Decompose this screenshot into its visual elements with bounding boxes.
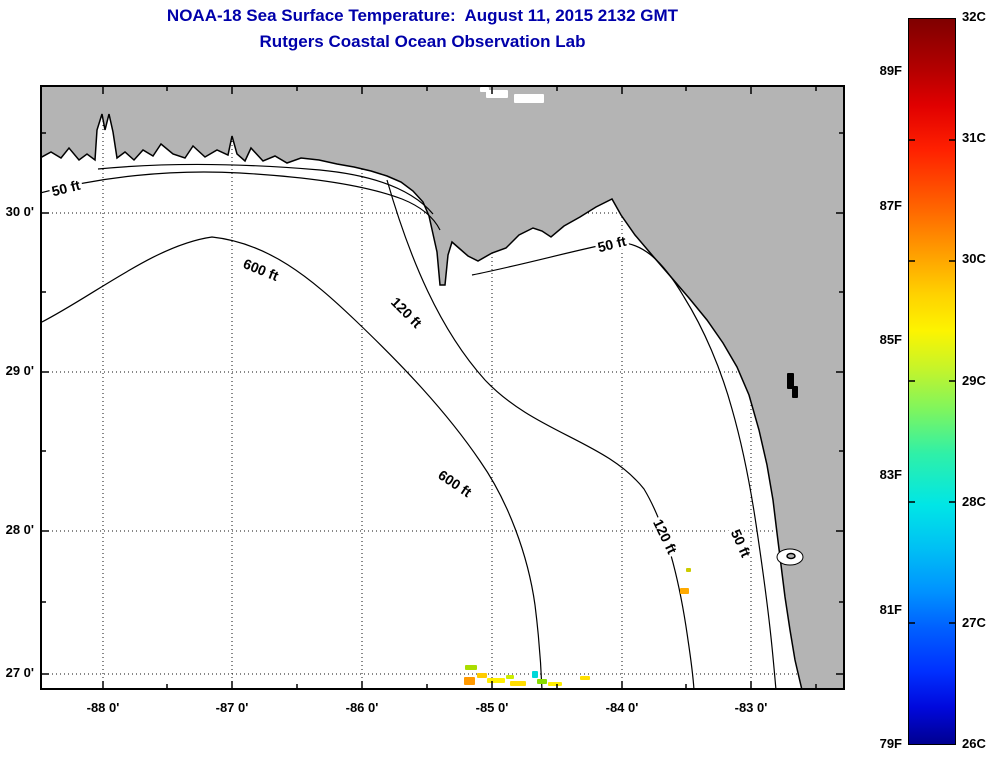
data-pixel [465,665,477,670]
x-axis-label-85: -85 0' [475,700,509,715]
data-pixel [514,94,544,103]
data-pixel [477,673,487,678]
plot-frame [40,85,845,690]
y-axis-label-30: 30 0' [5,204,34,219]
colorbar [908,18,956,745]
data-pixel [686,568,691,572]
contour-50ft-west [40,171,441,231]
data-pixel [787,373,794,389]
cloud-patches [480,87,544,103]
colorbar-c-label-29: 29C [962,373,986,388]
data-pixel [580,676,590,680]
contour-600ft [40,236,543,690]
data-pixel [464,677,475,685]
colorbar-f-label-81: 81F [879,602,902,617]
colorbar-f-label-89: 89F [879,63,902,78]
colorbar-f-label-87: 87F [879,198,902,213]
y-axis-label-29: 29 0' [5,363,34,378]
data-pixel [480,87,489,92]
bay-island [786,552,796,560]
colorbar-f-label-79: 79F [879,736,902,751]
data-pixel [506,675,514,679]
data-pixel [510,681,526,686]
x-axis-label-87: -87 0' [215,700,249,715]
data-pixel [792,386,798,398]
colorbar-c-label-28: 28C [962,494,986,509]
y-axis-label-28: 28 0' [5,522,34,537]
data-pixel [486,90,508,98]
x-axis-label-88: -88 0' [86,700,120,715]
data-pixel [487,678,505,683]
depth-contours [40,171,777,690]
data-pixel [537,679,547,684]
y-axis-label-27: 27 0' [5,665,34,680]
map-canvas [40,85,845,690]
colorbar-c-label-32: 32C [962,9,986,24]
colorbar-c-label-26: 26C [962,736,986,751]
colorbar-c-label-27: 27C [962,615,986,630]
colorbar-f-label-83: 83F [879,467,902,482]
data-pixel [532,671,538,678]
x-axis-label-84: -84 0' [605,700,639,715]
page-title: NOAA-18 Sea Surface Temperature: August … [166,6,679,25]
data-pixel [548,682,562,686]
colorbar-c-label-31: 31C [962,130,986,145]
x-axis-label-86: -86 0' [345,700,379,715]
page-subtitle: Rutgers Coastal Ocean Observation Lab [259,32,586,51]
x-axis-label-83: -83 0' [734,700,768,715]
colorbar-ticks [909,139,955,624]
map-plot: 50 ft 600 ft 120 ft 50 ft 600 ft 120 ft … [40,85,845,690]
data-pixel [680,588,689,594]
barrier-islands-line [97,163,434,215]
colorbar-c-label-30: 30C [962,251,986,266]
colorbar-gradient [909,19,955,744]
contour-120ft [386,179,695,690]
colorbar-f-label-85: 85F [879,332,902,347]
